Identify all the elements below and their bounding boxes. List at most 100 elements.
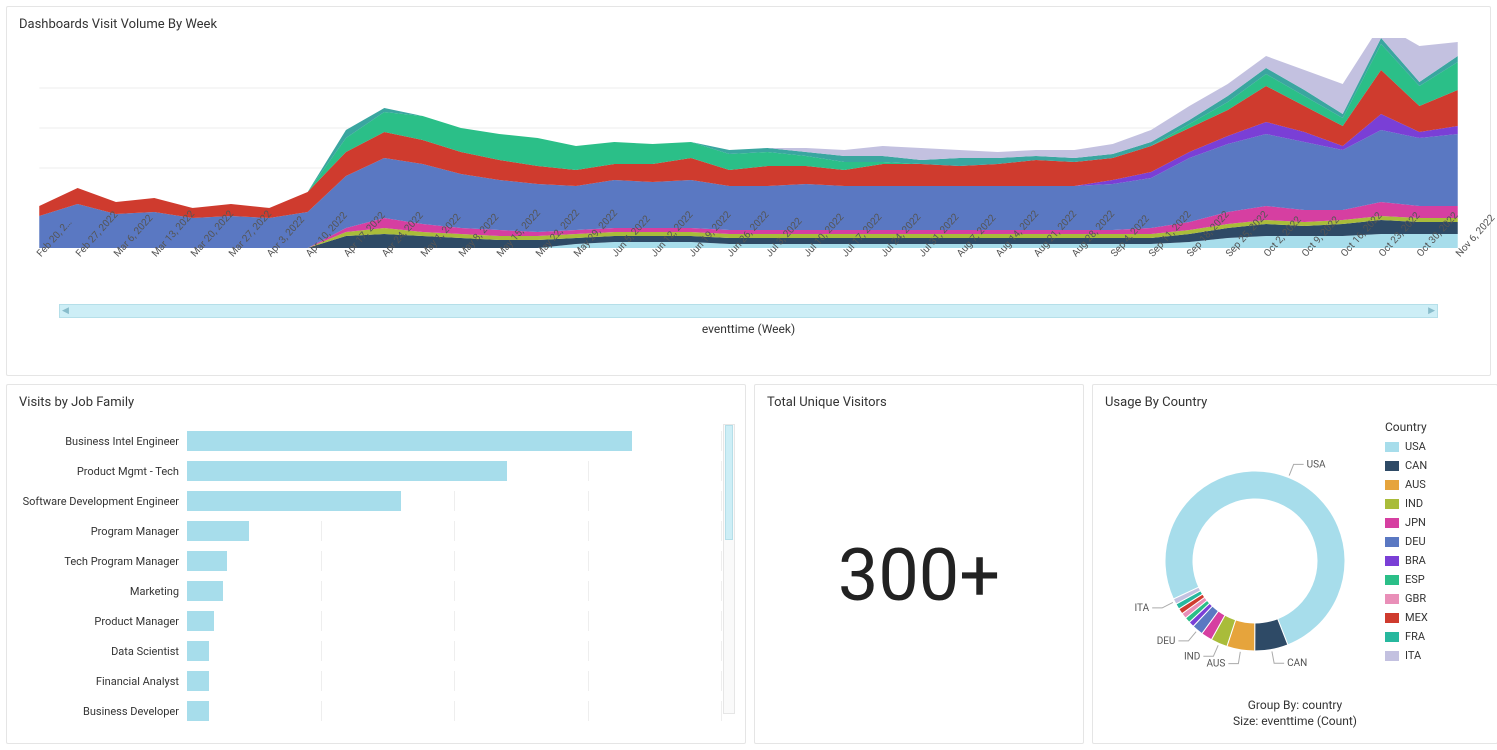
bar-label: Product Mgmt - Tech: [19, 465, 187, 478]
legend-label: JPN: [1405, 516, 1426, 529]
panel-title-total-visitors: Total Unique Visitors: [767, 395, 1071, 410]
bar-track: [187, 491, 721, 511]
legend-swatch: [1385, 461, 1399, 471]
bar-fill: [187, 461, 507, 481]
legend-label: AUS: [1405, 478, 1426, 491]
bar-row: Business Intel Engineer: [19, 426, 721, 456]
bar-label: Product Manager: [19, 615, 187, 628]
bar-fill: [187, 581, 223, 601]
donut-footer: Group By: country Size: eventtime (Count…: [1105, 698, 1485, 729]
donut-callout-CAN: CAN: [1287, 658, 1307, 669]
panel-title-job-family: Visits by Job Family: [19, 395, 733, 410]
bar-fill: [187, 641, 209, 661]
legend-label: DEU: [1405, 535, 1426, 548]
bar-label: Business Developer: [19, 705, 187, 718]
legend-swatch: [1385, 480, 1399, 490]
legend-label: GBR: [1405, 592, 1426, 605]
donut-legend-title: Country: [1385, 420, 1485, 434]
donut-legend: Country USA CAN AUS IND JPN DEU BRA ESP GBR MEX FR…: [1385, 416, 1485, 696]
panel-visit-volume: Dashboards Visit Volume By Week Feb 20, …: [6, 6, 1491, 376]
bar-track: [187, 641, 721, 661]
bar-fill: [187, 431, 632, 451]
bar-row: Program Manager: [19, 516, 721, 546]
bar-chart-scroll-thumb[interactable]: [725, 425, 733, 540]
area-chart-axis-title: eventtime (Week): [19, 322, 1478, 336]
panel-usage-country: Usage By Country USA CAN AUS IND DEU ITA Coun…: [1092, 384, 1497, 744]
legend-item[interactable]: MEX: [1385, 611, 1485, 624]
bar-track: [187, 701, 721, 721]
panel-total-visitors: Total Unique Visitors 300+: [754, 384, 1084, 744]
scroll-right-icon[interactable]: ▶: [1428, 306, 1435, 316]
scroll-left-icon[interactable]: ◀: [62, 306, 69, 316]
donut-footer-line1: Group By: country: [1105, 698, 1485, 714]
panel-title-usage-country: Usage By Country: [1105, 395, 1485, 410]
legend-label: ESP: [1405, 573, 1425, 586]
legend-swatch: [1385, 575, 1399, 585]
donut-callout-DEU: DEU: [1157, 636, 1176, 647]
legend-item[interactable]: DEU: [1385, 535, 1485, 548]
kpi-value: 300+: [767, 416, 1071, 735]
bar-label: Data Scientist: [19, 645, 187, 658]
legend-label: FRA: [1405, 630, 1425, 643]
legend-item[interactable]: BRA: [1385, 554, 1485, 567]
bar-fill: [187, 551, 227, 571]
legend-item[interactable]: CAN: [1385, 459, 1485, 472]
bar-fill: [187, 491, 401, 511]
bar-track: [187, 461, 721, 481]
donut-callout-IND: IND: [1184, 651, 1200, 662]
bar-row: Marketing: [19, 576, 721, 606]
donut-callout-ITA: ITA: [1134, 603, 1149, 614]
bar-label: Business Intel Engineer: [19, 435, 187, 448]
legend-label: BRA: [1405, 554, 1426, 567]
bar-row: Financial Analyst: [19, 666, 721, 696]
legend-item[interactable]: FRA: [1385, 630, 1485, 643]
donut-footer-line2: Size: eventtime (Count): [1105, 714, 1485, 730]
bar-row: Product Manager: [19, 606, 721, 636]
legend-swatch: [1385, 651, 1399, 661]
bar-fill: [187, 671, 209, 691]
legend-swatch: [1385, 442, 1399, 452]
bar-row: Software Development Engineer: [19, 486, 721, 516]
bar-label: Software Development Engineer: [19, 495, 187, 508]
bar-row: Tech Program Manager: [19, 546, 721, 576]
legend-item[interactable]: IND: [1385, 497, 1485, 510]
bar-track: [187, 581, 721, 601]
bar-fill: [187, 521, 249, 541]
bar-track: [187, 611, 721, 631]
donut-chart-svg: USA CAN AUS IND DEU ITA: [1105, 416, 1385, 696]
legend-item[interactable]: ITA: [1385, 649, 1485, 662]
bar-track: [187, 521, 721, 541]
legend-item[interactable]: ESP: [1385, 573, 1485, 586]
bar-chart: Business Intel Engineer Product Mgmt - Te…: [19, 416, 733, 716]
area-chart-x-labels: Feb 20, 2…Feb 27, 2022Mar 6, 2022Mar 13,…: [19, 248, 1478, 298]
bar-label: Program Manager: [19, 525, 187, 538]
bar-track: [187, 431, 721, 451]
panel-title-visit-volume: Dashboards Visit Volume By Week: [19, 17, 1478, 32]
panel-job-family: Visits by Job Family Business Intel Engi…: [6, 384, 746, 744]
area-chart-scrollbar[interactable]: ◀ ▶: [59, 304, 1438, 318]
legend-swatch: [1385, 594, 1399, 604]
legend-item[interactable]: JPN: [1385, 516, 1485, 529]
legend-swatch: [1385, 556, 1399, 566]
bar-row: Data Scientist: [19, 636, 721, 666]
bar-label: Marketing: [19, 585, 187, 598]
legend-item[interactable]: USA: [1385, 440, 1485, 453]
bar-track: [187, 671, 721, 691]
bar-track: [187, 551, 721, 571]
legend-label: USA: [1405, 440, 1426, 453]
donut-callout-USA: USA: [1307, 459, 1326, 470]
legend-label: ITA: [1405, 649, 1421, 662]
bar-fill: [187, 701, 209, 721]
bar-row: Product Mgmt - Tech: [19, 456, 721, 486]
bar-label: Financial Analyst: [19, 675, 187, 688]
area-chart: Feb 20, 2…Feb 27, 2022Mar 6, 2022Mar 13,…: [19, 38, 1478, 298]
bar-row: Business Developer: [19, 696, 721, 726]
legend-label: IND: [1405, 497, 1423, 510]
legend-swatch: [1385, 632, 1399, 642]
bar-fill: [187, 611, 214, 631]
legend-item[interactable]: GBR: [1385, 592, 1485, 605]
legend-swatch: [1385, 613, 1399, 623]
legend-item[interactable]: AUS: [1385, 478, 1485, 491]
bar-chart-scrollbar[interactable]: [723, 424, 735, 714]
donut-callout-AUS: AUS: [1206, 659, 1225, 670]
